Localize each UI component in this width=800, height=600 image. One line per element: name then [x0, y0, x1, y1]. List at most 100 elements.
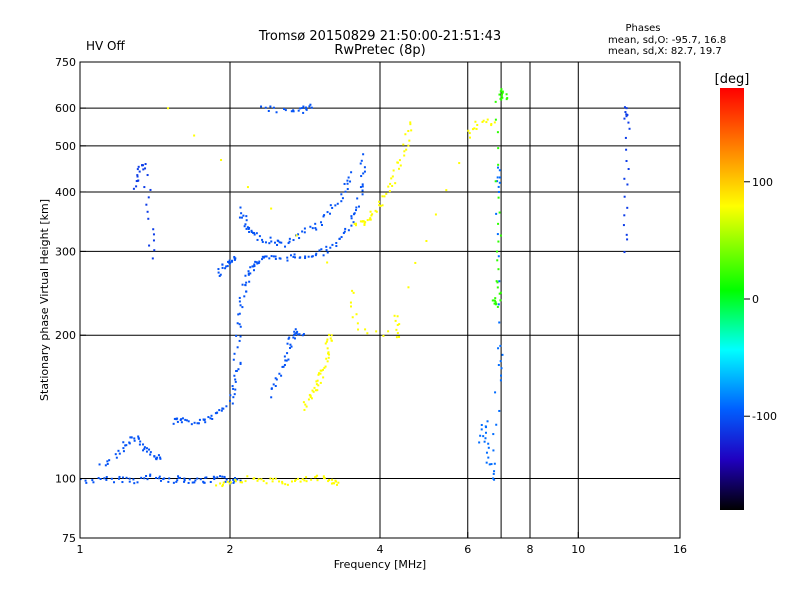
- plot-points: [79, 88, 631, 488]
- data-point: [388, 190, 391, 193]
- data-point: [494, 100, 497, 103]
- data-point: [343, 182, 346, 185]
- data-point: [625, 233, 628, 236]
- data-point: [173, 417, 176, 420]
- data-point: [361, 185, 364, 188]
- data-point: [137, 437, 140, 440]
- data-point: [286, 256, 289, 259]
- data-point: [281, 365, 284, 368]
- data-point: [338, 237, 341, 240]
- data-point: [148, 448, 151, 451]
- trace-f1-o: [232, 153, 366, 361]
- data-point: [496, 250, 499, 253]
- data-point: [330, 339, 333, 342]
- data-point: [395, 336, 398, 339]
- data-point: [229, 399, 232, 402]
- data-point: [414, 261, 417, 264]
- data-point: [481, 120, 484, 123]
- data-point: [490, 122, 493, 125]
- data-point: [249, 272, 252, 275]
- data-point: [497, 222, 500, 225]
- data-point: [276, 239, 279, 242]
- data-point: [382, 334, 385, 337]
- data-point: [265, 255, 268, 258]
- data-point: [495, 212, 498, 215]
- data-point: [155, 458, 158, 461]
- data-point: [241, 481, 244, 484]
- data-point: [271, 480, 274, 483]
- hv-status: HV Off: [86, 39, 125, 53]
- x-tick-label: 2: [227, 543, 234, 556]
- data-point: [500, 88, 503, 91]
- data-point: [209, 417, 212, 420]
- data-point: [346, 188, 349, 191]
- data-point: [149, 451, 152, 454]
- data-point: [284, 109, 287, 112]
- data-point: [142, 449, 145, 452]
- data-point: [234, 480, 237, 483]
- data-point: [181, 417, 184, 420]
- data-point: [190, 423, 193, 426]
- data-point: [623, 117, 626, 120]
- data-point: [264, 241, 267, 244]
- data-point: [194, 479, 197, 482]
- data-point: [326, 211, 329, 214]
- data-point: [301, 478, 304, 481]
- data-point: [490, 463, 493, 466]
- data-point: [225, 478, 228, 481]
- data-point: [163, 477, 166, 480]
- y-tick-label: 600: [55, 102, 76, 115]
- data-point: [256, 238, 259, 241]
- data-point: [302, 401, 305, 404]
- data-point: [310, 397, 313, 400]
- data-point: [149, 453, 152, 456]
- data-point: [292, 110, 295, 113]
- data-point: [269, 236, 272, 239]
- data-point: [393, 314, 396, 317]
- trace-es-o: [98, 435, 162, 467]
- data-point: [187, 420, 190, 423]
- data-point: [381, 204, 384, 207]
- data-point: [293, 337, 296, 340]
- colorbar-tick-label: 100: [752, 176, 773, 189]
- data-point: [323, 477, 326, 480]
- data-point: [396, 324, 399, 327]
- data-point: [392, 169, 395, 172]
- data-point: [121, 476, 124, 479]
- data-point: [379, 204, 382, 207]
- data-point: [302, 333, 305, 336]
- data-point: [284, 483, 287, 486]
- y-tick-label: 200: [55, 329, 76, 342]
- data-point: [118, 452, 121, 455]
- data-point: [199, 478, 202, 481]
- data-point: [79, 478, 82, 481]
- data-point: [493, 302, 496, 305]
- data-point: [329, 337, 332, 340]
- data-point: [307, 398, 310, 401]
- data-point: [360, 175, 363, 178]
- data-point: [398, 159, 401, 162]
- data-point: [305, 480, 308, 483]
- data-point: [239, 304, 242, 307]
- data-point: [350, 224, 353, 227]
- data-point: [225, 265, 228, 268]
- data-point: [496, 281, 499, 284]
- data-point: [398, 336, 401, 339]
- data-point: [302, 111, 305, 114]
- data-point: [485, 461, 488, 464]
- data-point: [397, 167, 400, 170]
- trace-spur-1-3: [132, 163, 156, 260]
- data-point: [497, 364, 500, 367]
- data-point: [359, 162, 362, 165]
- data-point: [303, 408, 306, 411]
- data-point: [335, 483, 338, 486]
- data-point: [238, 312, 241, 315]
- data-point: [625, 148, 628, 151]
- data-point: [501, 96, 504, 99]
- data-point: [179, 476, 182, 479]
- data-point: [270, 255, 273, 258]
- y-axis-label: Stationary phase Virtual Height [km]: [38, 199, 51, 401]
- data-point: [224, 267, 227, 270]
- data-point: [366, 332, 369, 335]
- data-point: [296, 330, 299, 333]
